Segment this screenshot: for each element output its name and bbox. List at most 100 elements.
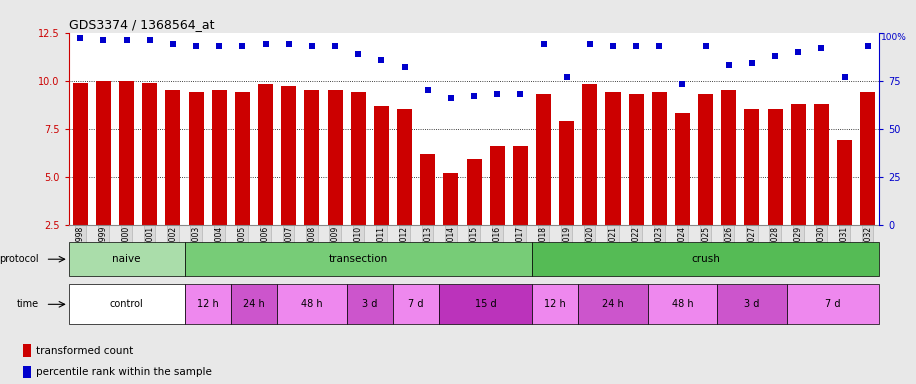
Point — [420, 87, 435, 93]
Bar — [72, 83, 88, 225]
Text: naive: naive — [113, 254, 141, 264]
Bar — [212, 90, 227, 225]
Point — [814, 45, 829, 51]
Point — [698, 43, 713, 49]
Text: time: time — [16, 299, 38, 310]
Bar — [443, 173, 458, 225]
Point — [466, 93, 481, 99]
Text: 3 d: 3 d — [745, 299, 759, 310]
Text: 15 d: 15 d — [474, 299, 496, 310]
Text: percentile rank within the sample: percentile rank within the sample — [36, 367, 212, 377]
Bar — [532, 242, 879, 276]
Bar — [768, 109, 782, 225]
Bar — [69, 284, 184, 324]
Text: GDS3374 / 1368564_at: GDS3374 / 1368564_at — [69, 18, 214, 31]
Bar — [860, 92, 876, 225]
Bar — [258, 84, 273, 225]
Point — [212, 43, 226, 49]
Bar — [578, 284, 648, 324]
Bar — [69, 242, 184, 276]
Bar — [393, 284, 440, 324]
Bar — [23, 366, 31, 379]
Bar — [745, 109, 759, 225]
Bar — [374, 106, 389, 225]
Point — [166, 41, 180, 47]
Bar — [420, 154, 435, 225]
Point — [304, 43, 319, 49]
Bar — [837, 140, 852, 225]
Point — [536, 41, 551, 47]
Bar — [281, 86, 296, 225]
Bar — [166, 90, 180, 225]
Point — [398, 64, 412, 70]
Text: 12 h: 12 h — [544, 299, 566, 310]
Bar — [184, 284, 231, 324]
Text: 100%: 100% — [881, 33, 907, 41]
Text: transformed count: transformed count — [36, 346, 133, 356]
Point — [583, 41, 597, 47]
Point — [258, 41, 273, 47]
Bar — [721, 90, 736, 225]
Bar — [466, 159, 482, 225]
Point — [328, 43, 343, 49]
Point — [235, 43, 250, 49]
Bar — [351, 92, 365, 225]
Bar — [717, 284, 787, 324]
Point — [791, 49, 805, 55]
Bar — [189, 92, 203, 225]
Point — [142, 37, 157, 43]
Bar — [652, 92, 667, 225]
Bar — [119, 81, 134, 225]
Bar — [532, 284, 578, 324]
Bar — [23, 344, 31, 357]
Bar — [184, 242, 532, 276]
Point — [73, 35, 88, 41]
Text: protocol: protocol — [0, 254, 38, 264]
Bar — [787, 284, 879, 324]
Text: transection: transection — [329, 254, 387, 264]
Bar — [559, 121, 574, 225]
Bar — [605, 92, 620, 225]
Bar — [304, 90, 320, 225]
Bar — [346, 284, 393, 324]
Point — [675, 81, 690, 88]
Point — [560, 74, 574, 80]
Bar — [490, 146, 505, 225]
Bar — [96, 81, 111, 225]
Bar — [234, 92, 250, 225]
Text: control: control — [110, 299, 144, 310]
Text: 3 d: 3 d — [362, 299, 377, 310]
Text: 48 h: 48 h — [301, 299, 322, 310]
Text: 48 h: 48 h — [671, 299, 693, 310]
Bar — [440, 284, 532, 324]
Point — [768, 53, 782, 59]
Point — [860, 43, 875, 49]
Bar — [648, 284, 717, 324]
Bar — [583, 84, 597, 225]
Text: crush: crush — [692, 254, 720, 264]
Point — [490, 91, 505, 97]
Text: 24 h: 24 h — [602, 299, 624, 310]
Text: 24 h: 24 h — [243, 299, 265, 310]
Point — [628, 43, 643, 49]
Text: 7 d: 7 d — [409, 299, 424, 310]
Point — [119, 37, 134, 43]
Bar — [231, 284, 278, 324]
Bar — [142, 83, 158, 225]
Bar — [397, 109, 412, 225]
Bar — [536, 94, 551, 225]
Point — [374, 56, 388, 63]
Bar — [675, 113, 690, 225]
Bar — [278, 284, 346, 324]
Bar — [513, 146, 528, 225]
Point — [96, 37, 111, 43]
Bar — [791, 104, 806, 225]
Bar — [814, 104, 829, 225]
Point — [652, 43, 667, 49]
Text: 7 d: 7 d — [825, 299, 841, 310]
Point — [722, 62, 736, 68]
Point — [189, 43, 203, 49]
Point — [745, 60, 759, 66]
Point — [513, 91, 528, 97]
Bar — [328, 90, 343, 225]
